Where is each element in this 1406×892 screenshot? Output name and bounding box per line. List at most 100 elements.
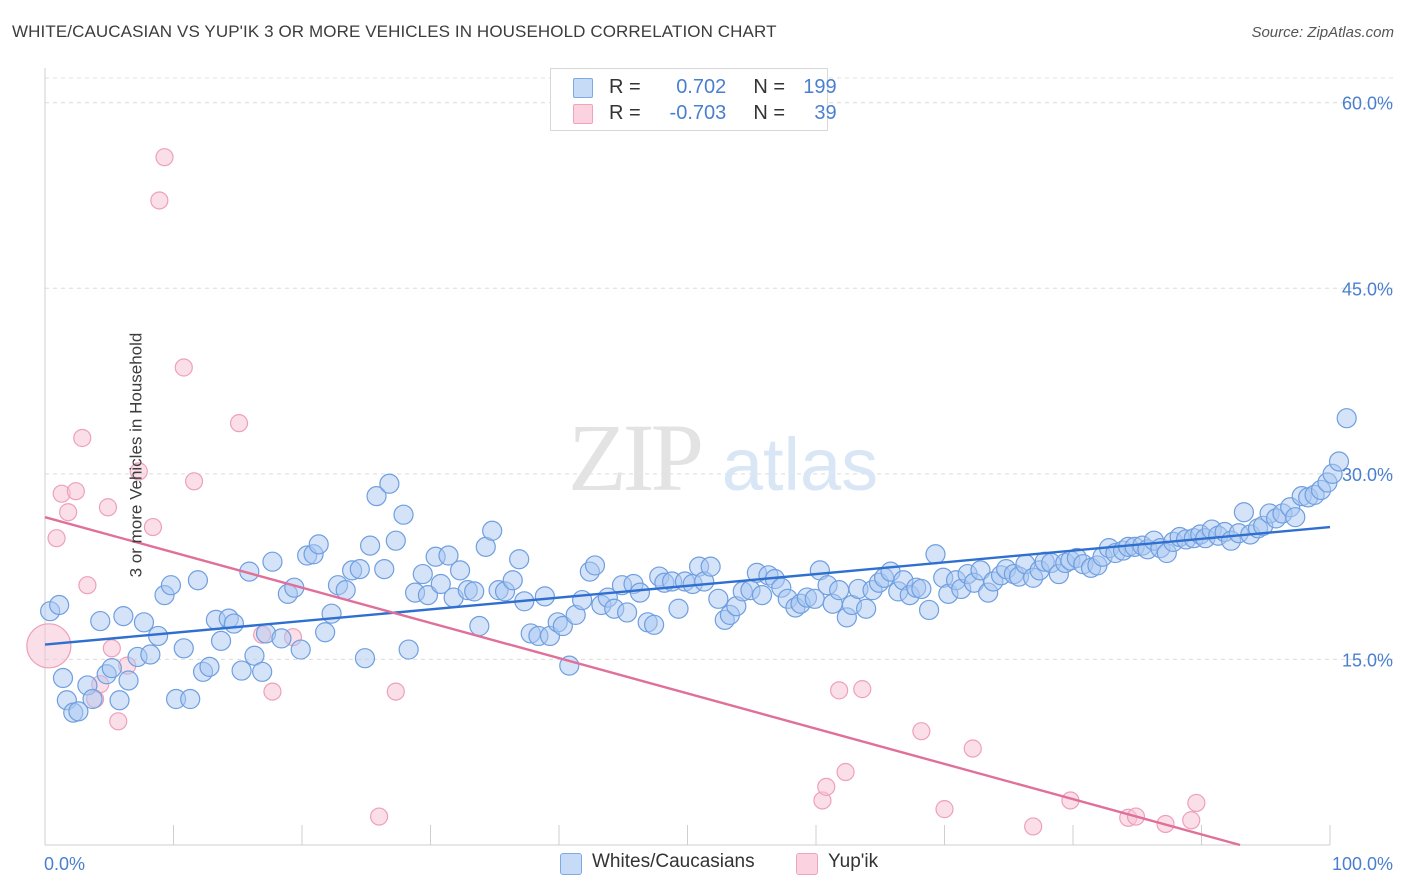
whites-point (482, 520, 503, 541)
yupik-point (386, 682, 405, 701)
yupik-point (1187, 793, 1206, 813)
whites-point (49, 594, 70, 616)
whites-point (109, 690, 130, 711)
whites-point (1233, 502, 1255, 523)
legend-swatch-blue (573, 78, 593, 98)
yupik-point (1024, 817, 1043, 836)
yupik-trend-line (44, 516, 1241, 847)
whites-point (438, 545, 459, 566)
whites-point (502, 570, 523, 591)
whites-point (629, 582, 651, 603)
whites-point (918, 599, 940, 621)
whites-point (308, 534, 329, 555)
yupik-point (263, 682, 282, 701)
whites-point (321, 603, 342, 624)
whites-point (412, 563, 433, 585)
yupik-point (59, 503, 78, 522)
whites-point (252, 661, 273, 682)
whites-point (366, 486, 387, 507)
whites-point (552, 615, 573, 637)
yupik-point (73, 428, 92, 448)
chart-title: WHITE/CAUCASIAN VS YUP'IK 3 OR MORE VEHI… (12, 22, 777, 41)
whites-trend-line (44, 525, 1331, 646)
yupik-point (229, 414, 249, 433)
bottom-legend-swatch-blue (560, 853, 582, 875)
y-tick-label: 45.0% (1342, 279, 1393, 299)
legend-r-value: 0.702 (676, 76, 727, 98)
whites-point (90, 610, 111, 632)
whites-point (856, 598, 877, 619)
trend-lines (44, 516, 1331, 847)
whites-point (82, 688, 103, 710)
whites-point (101, 657, 122, 679)
whites-point (374, 559, 395, 580)
yupik-point (817, 777, 836, 796)
whites-point (534, 586, 555, 607)
whites-point (572, 589, 593, 611)
axes (44, 68, 1331, 846)
yupik-point (66, 482, 85, 501)
legend: R = 0.702 N = 199 R = -0.703 N = 39 (550, 68, 837, 131)
whites-point (393, 504, 414, 525)
whites-point (464, 581, 485, 602)
y-tick-label: 15.0% (1342, 650, 1393, 670)
whites-point (708, 588, 729, 609)
y-tick-label: 30.0% (1342, 465, 1393, 485)
whites-point (751, 585, 773, 606)
watermark-zip: ZIP (568, 404, 701, 511)
whites-point (417, 585, 439, 606)
legend-r-label: R = (609, 102, 641, 124)
whites-point (223, 613, 244, 634)
whites-point (1336, 408, 1357, 429)
whites-point (509, 549, 530, 570)
whites-point (52, 667, 74, 689)
legend-r-label: R = (609, 76, 641, 98)
whites-point (379, 473, 400, 494)
whites-point (970, 560, 991, 581)
whites-point (584, 555, 606, 576)
whites-point (290, 639, 311, 660)
whites-point (244, 645, 265, 666)
yupik-point (109, 712, 128, 731)
whites-point (160, 575, 182, 596)
whites-point (643, 614, 665, 635)
bottom-legend-swatch-pink (796, 853, 818, 875)
bottom-legend-label-blue: Whites/Caucasians (592, 851, 755, 872)
whites-point (360, 535, 381, 556)
yupik-point (830, 681, 849, 700)
bottom-legend-label-pink: Yup'ik (828, 851, 879, 872)
yupik-point (184, 472, 204, 491)
whites-point (315, 622, 336, 643)
whites-point (133, 612, 155, 633)
yupik-point (963, 739, 982, 758)
yupik-point (78, 576, 97, 595)
whites-point (68, 701, 89, 722)
legend-swatch-pink (573, 104, 593, 124)
yupik-point (150, 191, 169, 210)
y-axis-label: 3 or more Vehicles in Household (126, 332, 146, 578)
whites-point (449, 560, 471, 581)
whites-point (271, 628, 292, 649)
whites-point (668, 598, 689, 619)
legend-n-value: 199 (803, 76, 837, 98)
whites-point (349, 559, 370, 580)
whites-point (911, 578, 932, 600)
yupik-point (102, 639, 121, 658)
whites-point (700, 556, 721, 577)
whites-point (173, 638, 194, 659)
legend-n-label: N = (753, 76, 786, 98)
yupik-point (935, 800, 954, 819)
whites-point (469, 615, 490, 637)
watermark: ZIP atlas (568, 404, 878, 511)
whites-point (231, 660, 252, 681)
x-tick-label: 0.0% (44, 854, 85, 874)
source-label: Source: ZipAtlas.com (1251, 24, 1394, 41)
whites-point (829, 580, 850, 601)
whites-point (199, 656, 220, 677)
whites-point (1285, 507, 1306, 528)
whites-point (617, 602, 638, 623)
yupik-point (26, 623, 72, 669)
whites-point (187, 570, 209, 591)
legend-n-value: 39 (814, 102, 837, 124)
yupik-point (836, 762, 855, 782)
